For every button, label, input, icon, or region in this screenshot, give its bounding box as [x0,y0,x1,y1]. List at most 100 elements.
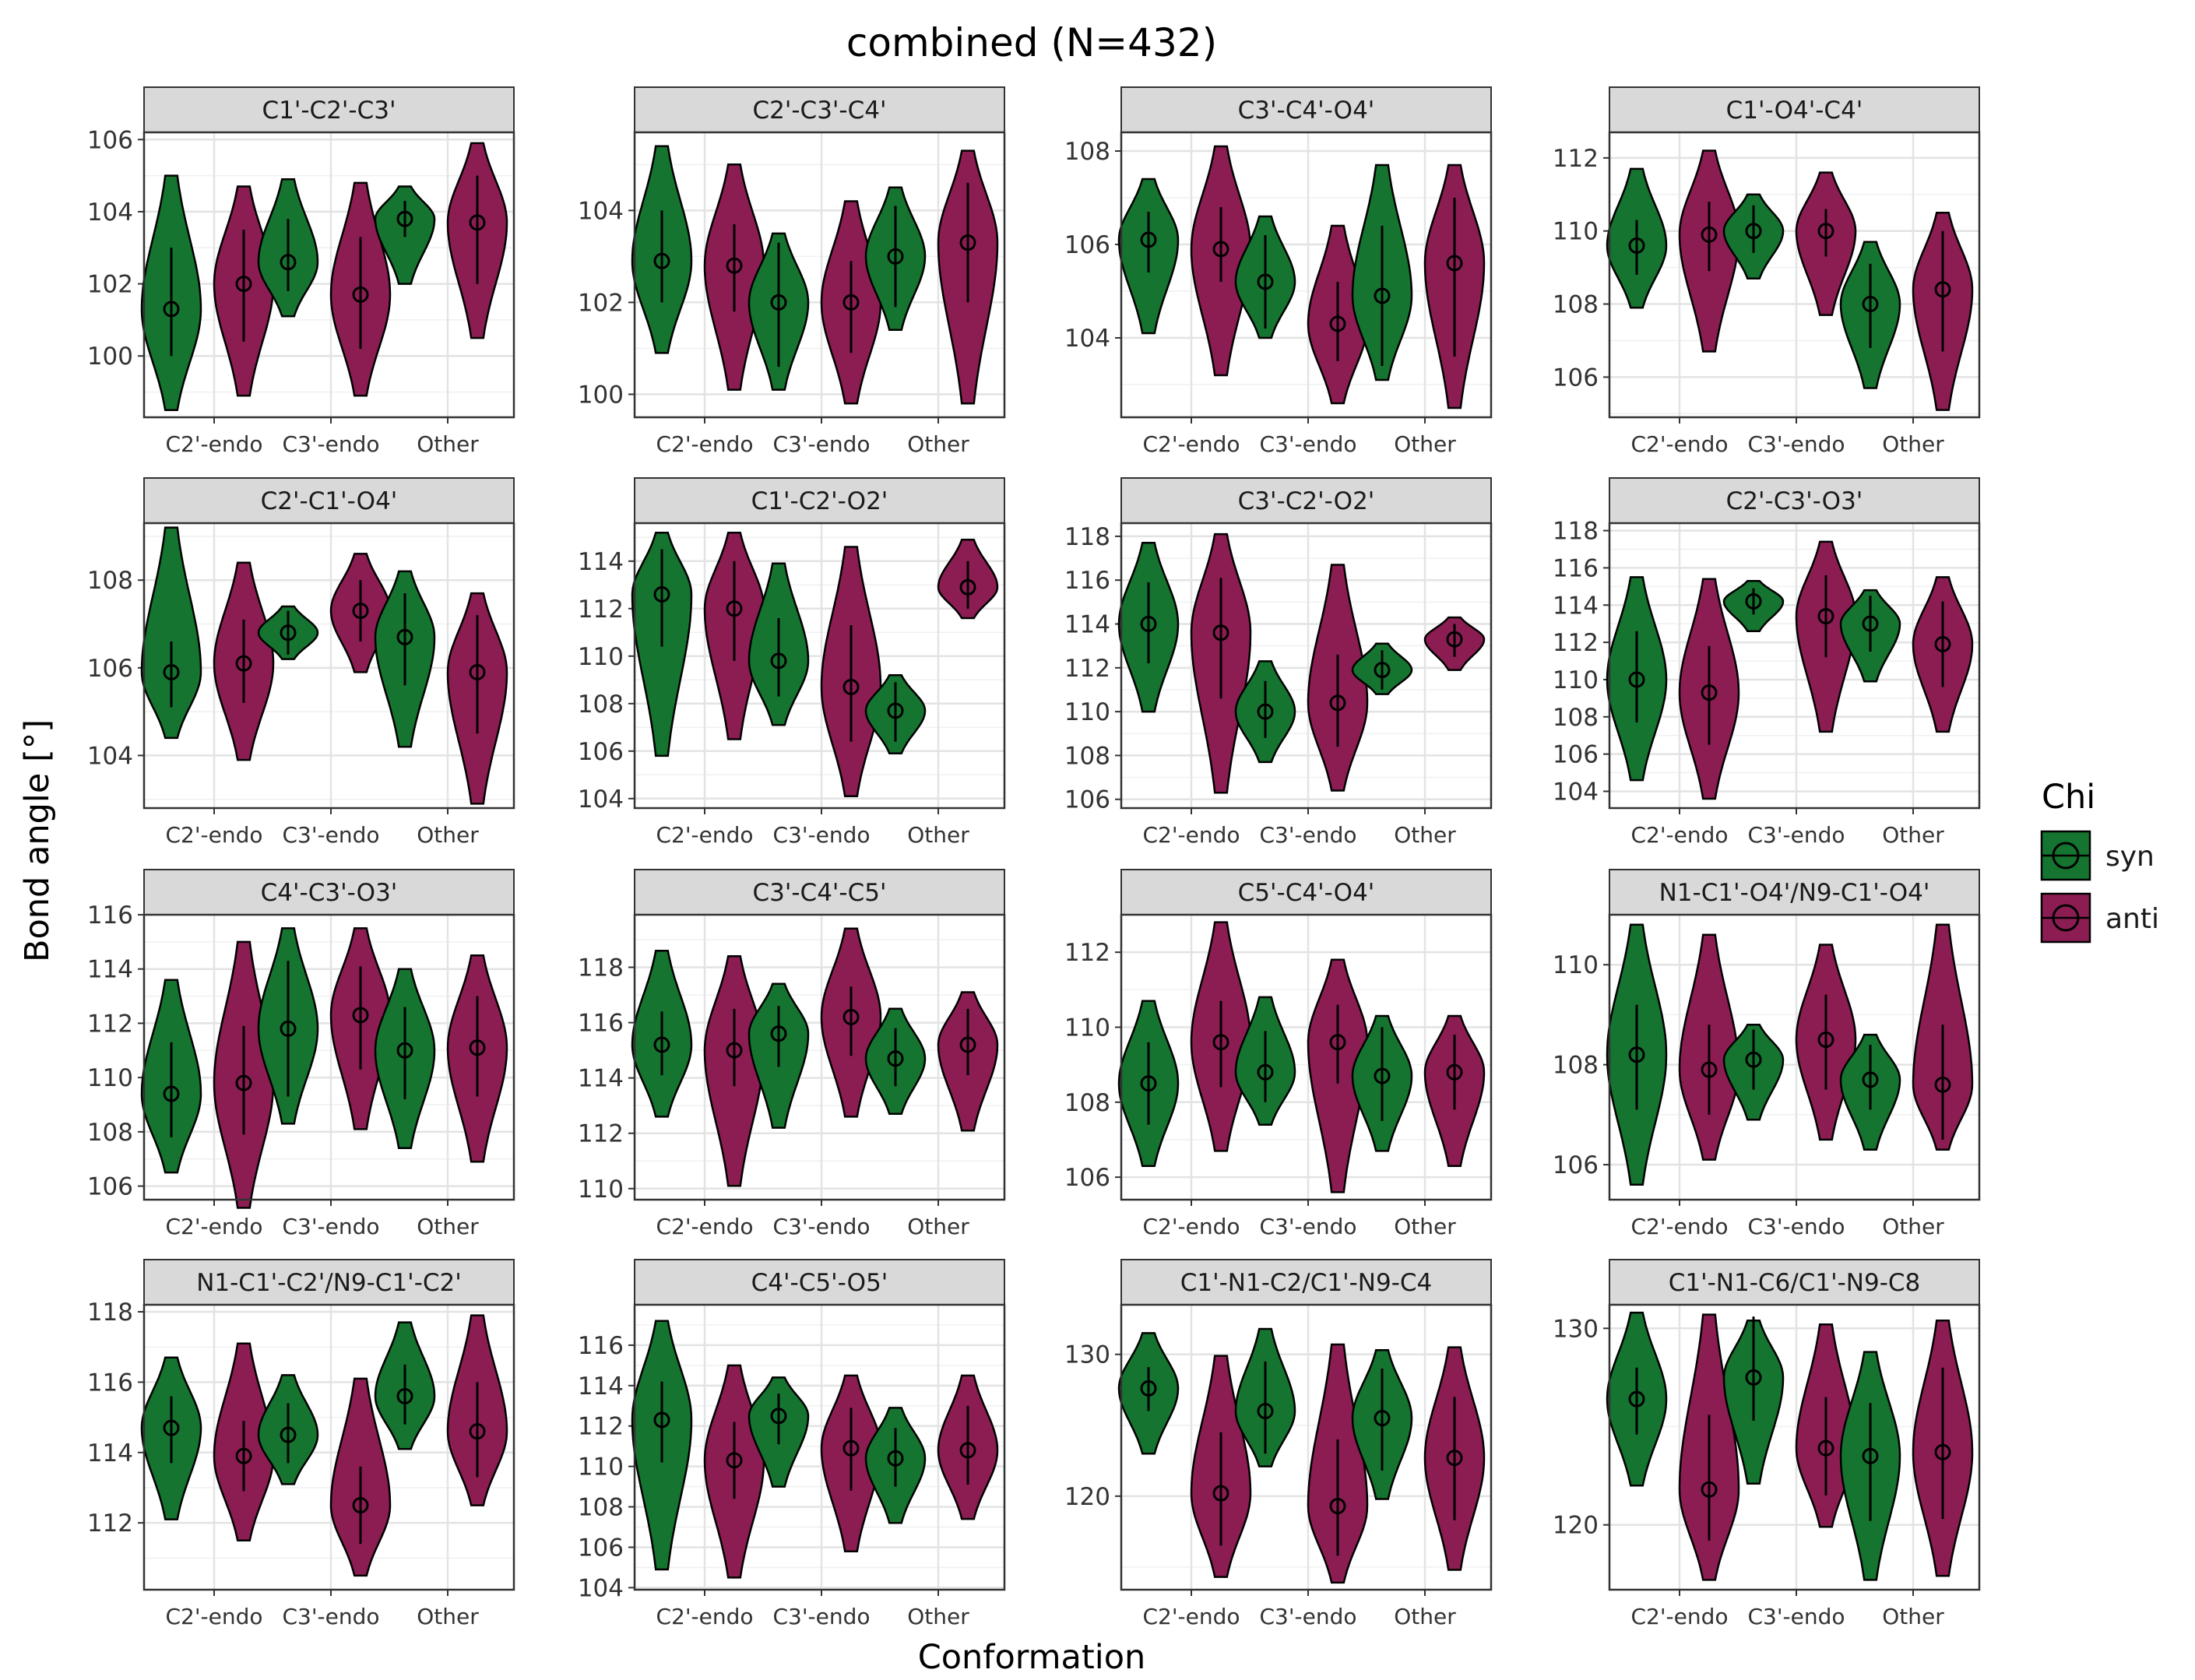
panel-border [1120,913,1493,1201]
median-point [770,1025,787,1042]
x-tick-label: C3'-endo [1259,431,1356,457]
median-point [1701,1481,1718,1498]
x-tick-label: C2'-endo [1142,822,1240,848]
median-point [1701,684,1718,701]
y-tick-label: 120 [1553,1512,1599,1540]
panel-border [142,131,515,419]
facet-strip [143,477,515,524]
median-point [163,1085,180,1102]
y-tick-label: 108 [578,691,624,719]
x-tick-label: C3'-endo [282,822,379,848]
median-point [1862,1447,1879,1464]
y-tick-label: 104 [578,1574,624,1602]
x-axis-label: Conformation [918,1638,1146,1677]
median-point [1817,223,1834,240]
plot-area [144,132,514,417]
y-tick-label: 114 [87,1439,133,1467]
median-point [959,1442,976,1459]
median-point [1257,1063,1274,1081]
x-tick-label: C3'-endo [1259,1214,1356,1239]
median-point [235,655,252,672]
median-point [469,1039,486,1056]
y-tick-label: 100 [87,343,133,371]
x-tick-label: Other [907,822,969,848]
median-point [1628,237,1645,254]
y-tick-label: 114 [578,1372,624,1401]
x-tick-label: Other [907,1214,969,1239]
median-point [887,248,904,265]
median-point [1212,1034,1229,1051]
x-tick-label: Other [1882,1214,1944,1239]
x-tick-label: Other [1882,431,1944,457]
median-point [1374,287,1391,304]
median-point [163,663,180,680]
x-tick-label: C3'-endo [1747,822,1845,848]
y-tick-label: 106 [87,1173,133,1201]
facet-strip-label: C2'-C1'-O4' [261,487,398,515]
median-point [842,678,860,695]
x-tick-label: C2'-endo [165,1604,262,1629]
median-point [352,286,369,303]
median-point [1374,1410,1391,1427]
median-point [469,1423,486,1440]
facet-panel: C5'-C4'-O4' 106 108 110 112 C2'-endo C3'-endo O… [1064,869,1493,1239]
facet-strip [634,86,1005,133]
facet-panel: C1'-N1-C6/C1'-N9-C8 120 130 C2'-endo C3'-end… [1553,1259,1981,1629]
median-point [1140,616,1157,633]
y-tick-label: 106 [1064,1164,1110,1192]
x-tick-label: C3'-endo [772,822,870,848]
x-tick-label: C2'-endo [1630,431,1728,457]
y-axis-label: Bond angle [°] [18,719,57,962]
facet-panel: C3'-C4'-O4' 104 106 108 C2'-endo C3'-endo Othe… [1064,86,1493,457]
median-point [887,1050,904,1067]
y-tick-label: 108 [87,567,133,595]
y-tick-label: 114 [1553,592,1599,620]
y-tick-label: 108 [1064,138,1110,166]
x-tick-label: C3'-endo [1747,1604,1845,1629]
x-tick-label: Other [1882,1604,1944,1629]
median-point [1817,1032,1834,1049]
median-point [1257,703,1274,720]
median-point [1212,624,1229,641]
facet-strip-label: C1'-C2'-O2' [751,487,888,515]
panel-border [142,522,515,810]
median-point [352,603,369,620]
facet-strip-label: C4'-C5'-O5' [751,1269,888,1297]
x-tick-label: C2'-endo [656,1214,753,1239]
median-point [1140,1379,1157,1397]
panel-border [142,1303,515,1591]
y-tick-label: 106 [1064,786,1110,814]
facet-strip-label: C4'-C3'-O3' [261,879,398,907]
legend-items: syn anti [2040,830,2159,944]
panel-border [1608,131,1981,419]
facet-strip [634,1259,1005,1306]
y-tick-label: 110 [87,1064,133,1092]
facet-strip [1120,86,1492,133]
y-tick-label: 118 [87,1299,133,1327]
median-point [396,1387,413,1404]
median-point [1745,1369,1762,1386]
median-point [280,1020,297,1037]
median-point [726,600,743,617]
y-tick-label: 112 [1064,939,1110,967]
median-point [1701,226,1718,243]
y-tick-label: 118 [1553,518,1599,546]
median-point [469,214,486,231]
y-tick-label: 112 [578,596,624,624]
median-point [653,252,670,269]
median-point [1628,671,1645,688]
y-tick-label: 114 [578,548,624,576]
plot-area [1121,523,1491,808]
median-point [1329,1034,1346,1051]
x-tick-label: C3'-endo [1259,822,1356,848]
facet-strip [1609,477,1980,524]
y-tick-label: 130 [1553,1315,1599,1343]
median-point [1934,635,1951,652]
facet-panels: C1'-C2'-C3' 100 102 104 106 C2'-endo C3'-endo O… [87,86,1981,1629]
y-tick-label: 112 [87,1510,133,1538]
facet-strip [1120,869,1492,916]
facet-strip [1120,477,1492,524]
median-point [1446,1450,1463,1467]
y-tick-label: 104 [1553,778,1599,806]
